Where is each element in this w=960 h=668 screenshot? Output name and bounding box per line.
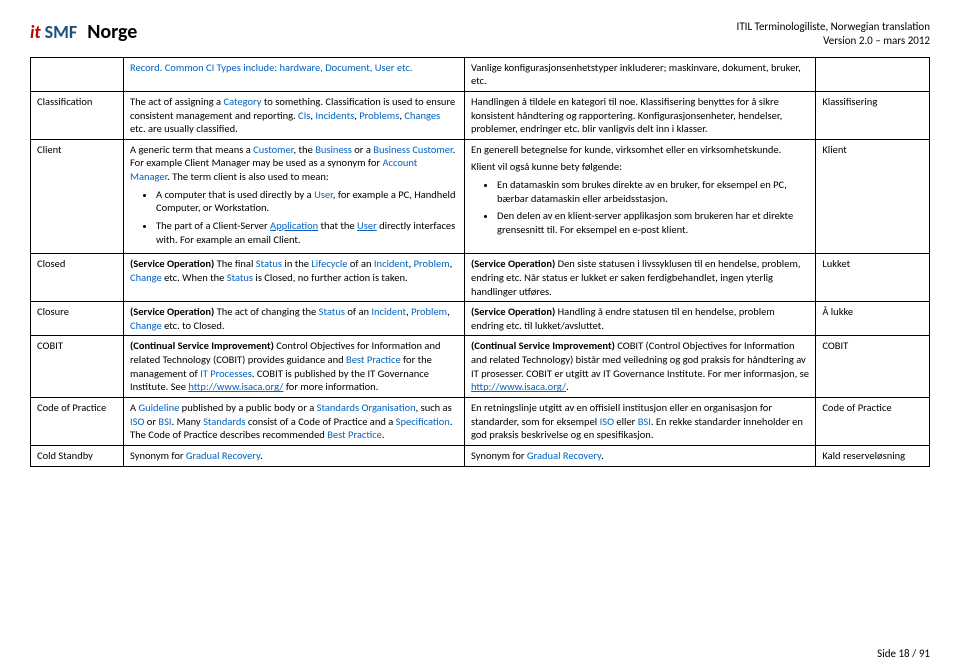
translation-cell: Lukket bbox=[816, 254, 930, 302]
english-cell: (Continual Service Improvement) Control … bbox=[124, 336, 465, 398]
translation-cell: Code of Practice bbox=[816, 398, 930, 446]
term-cell: Classification bbox=[31, 91, 124, 139]
english-cell: (Service Operation) The final Status in … bbox=[124, 254, 465, 302]
term-cell: Code of Practice bbox=[31, 398, 124, 446]
english-cell: Record. Common CI Types include: hardwar… bbox=[124, 57, 465, 91]
bullet-list: En datamaskin som brukes direkte av en b… bbox=[471, 178, 809, 237]
translation-cell: Klient bbox=[816, 139, 930, 253]
term-cell bbox=[31, 57, 124, 91]
translation-cell: Kald reserveløsning bbox=[816, 445, 930, 466]
table-row: Closure (Service Operation) The act of c… bbox=[31, 302, 930, 336]
table-row: Client A generic term that means a Custo… bbox=[31, 139, 930, 253]
norwegian-cell: Synonym for Gradual Recovery. bbox=[465, 445, 816, 466]
header-right: ITIL Terminologiliste, Norwegian transla… bbox=[737, 20, 930, 49]
english-cell: A Guideline published by a public body o… bbox=[124, 398, 465, 446]
translation-cell: Å lukke bbox=[816, 302, 930, 336]
table-row: COBIT (Continual Service Improvement) Co… bbox=[31, 336, 930, 398]
logo-it: it bbox=[30, 21, 41, 43]
header-version: Version 2.0 – mars 2012 bbox=[737, 34, 930, 48]
term-cell: Closed bbox=[31, 254, 124, 302]
logo-smf: SMF bbox=[45, 21, 78, 43]
english-cell: A generic term that means a Customer, th… bbox=[124, 139, 465, 253]
term-cell: Client bbox=[31, 139, 124, 253]
norwegian-cell: En generell betegnelse for kunde, virkso… bbox=[465, 139, 816, 253]
page-header: itSMF Norge ITIL Terminologiliste, Norwe… bbox=[30, 20, 930, 49]
english-cell: Synonym for Gradual Recovery. bbox=[124, 445, 465, 466]
list-item: The part of a Client-Server Application … bbox=[156, 219, 458, 246]
translation-cell: COBIT bbox=[816, 336, 930, 398]
norwegian-cell: Handlingen å tildele en kategori til noe… bbox=[465, 91, 816, 139]
translation-cell bbox=[816, 57, 930, 91]
norwegian-cell: (Service Operation) Den siste statusen i… bbox=[465, 254, 816, 302]
term-cell: Cold Standby bbox=[31, 445, 124, 466]
page-footer: Side 18 / 91 bbox=[877, 647, 930, 660]
term-cell: Closure bbox=[31, 302, 124, 336]
logo: itSMF Norge bbox=[30, 20, 137, 44]
header-title: ITIL Terminologiliste, Norwegian transla… bbox=[737, 20, 930, 34]
terminology-table: Record. Common CI Types include: hardwar… bbox=[30, 57, 930, 467]
term-cell: COBIT bbox=[31, 336, 124, 398]
table-row: Code of Practice A Guideline published b… bbox=[31, 398, 930, 446]
table-row: Cold Standby Synonym for Gradual Recover… bbox=[31, 445, 930, 466]
logo-norge: Norge bbox=[87, 20, 137, 44]
norwegian-cell: (Continual Service Improvement) COBIT (C… bbox=[465, 336, 816, 398]
table-row: Classification The act of assigning a Ca… bbox=[31, 91, 930, 139]
list-item: Den delen av en klient-server applikasjo… bbox=[497, 209, 809, 236]
norwegian-cell: En retningslinje utgitt av en offisiell … bbox=[465, 398, 816, 446]
english-cell: The act of assigning a Category to somet… bbox=[124, 91, 465, 139]
list-item: A computer that is used directly by a Us… bbox=[156, 188, 458, 215]
bullet-list: A computer that is used directly by a Us… bbox=[130, 188, 458, 247]
norwegian-cell: Vanlige konfigurasjonsenhetstyper inklud… bbox=[465, 57, 816, 91]
translation-cell: Klassifisering bbox=[816, 91, 930, 139]
list-item: En datamaskin som brukes direkte av en b… bbox=[497, 178, 809, 205]
norwegian-cell: (Service Operation) Handling å endre sta… bbox=[465, 302, 816, 336]
english-cell: (Service Operation) The act of changing … bbox=[124, 302, 465, 336]
table-row: Closed (Service Operation) The final Sta… bbox=[31, 254, 930, 302]
table-row: Record. Common CI Types include: hardwar… bbox=[31, 57, 930, 91]
